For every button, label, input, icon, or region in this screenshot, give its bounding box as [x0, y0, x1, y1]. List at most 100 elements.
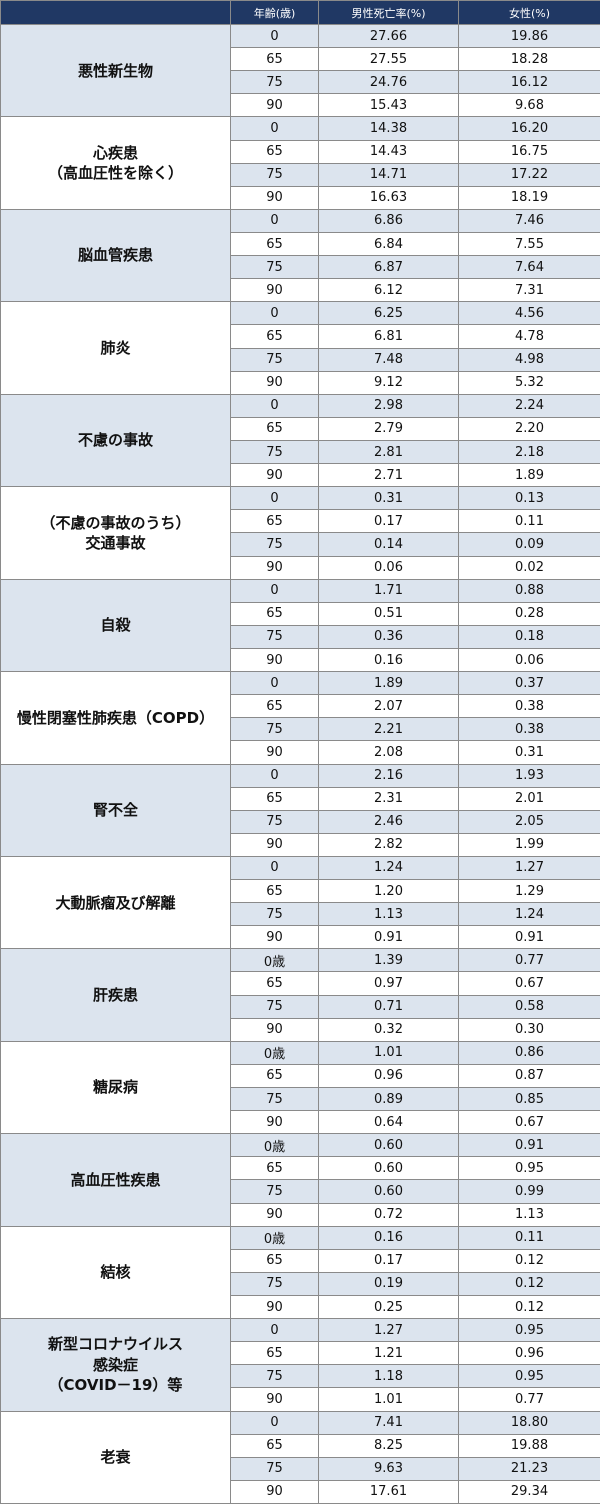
male-rate: 2.82 [319, 833, 459, 857]
female-rate: 0.77 [459, 949, 600, 973]
female-rate: 0.18 [459, 625, 600, 649]
female-rate: 0.99 [459, 1180, 600, 1204]
male-rate: 1.27 [319, 1319, 459, 1343]
male-rate: 0.31 [319, 487, 459, 511]
female-rate: 4.56 [459, 302, 600, 326]
female-rate: 21.23 [459, 1457, 600, 1481]
male-rate: 16.63 [319, 186, 459, 210]
male-rate: 0.17 [319, 1249, 459, 1273]
female-rate: 1.89 [459, 464, 600, 488]
group-label: 慢性閉塞性肺疾患（COPD） [1, 672, 231, 765]
female-rate: 0.12 [459, 1296, 600, 1320]
female-rate: 7.31 [459, 279, 600, 303]
header-cell: 男性死亡率(%) [319, 1, 459, 25]
age: 65 [231, 48, 319, 72]
age: 65 [231, 1249, 319, 1273]
male-rate: 0.89 [319, 1088, 459, 1112]
male-rate: 0.06 [319, 556, 459, 580]
female-rate: 1.29 [459, 880, 600, 904]
age: 65 [231, 140, 319, 164]
group-label: 心疾患 （高血圧性を除く） [1, 117, 231, 210]
male-rate: 0.19 [319, 1272, 459, 1297]
age: 0 [231, 1319, 319, 1343]
female-rate: 2.01 [459, 788, 600, 811]
male-rate: 14.43 [319, 140, 459, 164]
female-rate: 0.11 [459, 510, 600, 534]
male-rate: 0.36 [319, 625, 459, 649]
female-rate: 0.09 [459, 533, 600, 557]
age: 0 [231, 302, 319, 326]
age: 65 [231, 417, 319, 441]
male-rate: 2.21 [319, 718, 459, 742]
age: 0 [231, 764, 319, 788]
female-rate: 0.67 [459, 972, 600, 996]
female-rate: 0.06 [459, 649, 600, 673]
male-rate: 14.71 [319, 163, 459, 187]
group-label: 腎不全 [1, 764, 231, 857]
group-label: 脳血管疾患 [1, 209, 231, 303]
female-rate: 16.12 [459, 71, 600, 95]
age: 0歳 [231, 1226, 319, 1250]
group-label: 老衰 [1, 1411, 231, 1504]
header-cell: 女性(%) [459, 1, 600, 25]
female-rate: 0.12 [459, 1272, 600, 1297]
female-rate: 29.34 [459, 1481, 600, 1504]
age: 0歳 [231, 1041, 319, 1065]
female-rate: 0.28 [459, 603, 600, 626]
male-rate: 27.66 [319, 25, 459, 49]
age: 90 [231, 556, 319, 580]
group-label: 自殺 [1, 579, 231, 673]
female-rate: 0.86 [459, 1041, 600, 1065]
male-rate: 1.24 [319, 856, 459, 881]
male-rate: 0.25 [319, 1296, 459, 1320]
header-blank [1, 1, 231, 25]
male-rate: 1.20 [319, 880, 459, 904]
age: 0歳 [231, 1134, 319, 1158]
group-label: 不慮の事故 [1, 394, 231, 488]
male-rate: 0.14 [319, 533, 459, 557]
male-rate: 2.81 [319, 440, 459, 465]
male-rate: 0.32 [319, 1018, 459, 1042]
age: 75 [231, 1088, 319, 1112]
female-rate: 1.24 [459, 903, 600, 927]
female-rate: 0.12 [459, 1250, 600, 1273]
female-rate: 2.24 [459, 394, 600, 418]
female-rate: 0.02 [459, 557, 600, 580]
age: 0 [231, 394, 319, 418]
female-rate: 0.67 [459, 1111, 600, 1135]
female-rate: 5.32 [459, 372, 600, 395]
male-rate: 2.16 [319, 764, 459, 788]
group-label: 大動脈瘤及び解離 [1, 856, 231, 950]
male-rate: 1.01 [319, 1388, 459, 1412]
age: 65 [231, 787, 319, 811]
female-rate: 7.46 [459, 209, 600, 233]
male-rate: 0.64 [319, 1111, 459, 1135]
group-label: （不慮の事故のうち） 交通事故 [1, 487, 231, 580]
age: 0 [231, 672, 319, 696]
male-rate: 1.71 [319, 579, 459, 603]
female-rate: 2.20 [459, 418, 600, 441]
female-rate: 17.22 [459, 163, 600, 187]
age: 0歳 [231, 949, 319, 973]
group-label: 肝疾患 [1, 949, 231, 1042]
age: 90 [231, 1018, 319, 1042]
age: 65 [231, 1064, 319, 1089]
female-rate: 2.18 [459, 440, 600, 465]
group-label: 結核 [1, 1226, 231, 1320]
female-rate: 0.77 [459, 1388, 600, 1412]
age: 75 [231, 625, 319, 649]
age: 90 [231, 648, 319, 673]
age: 75 [231, 348, 319, 372]
male-rate: 9.12 [319, 371, 459, 395]
female-rate: 0.37 [459, 672, 600, 696]
male-rate: 6.84 [319, 232, 459, 257]
age: 0 [231, 25, 319, 49]
age: 90 [231, 1480, 319, 1504]
age: 65 [231, 1434, 319, 1458]
female-rate: 19.86 [459, 25, 600, 49]
male-rate: 0.16 [319, 1226, 459, 1250]
female-rate: 4.78 [459, 325, 600, 349]
female-rate: 7.64 [459, 256, 600, 280]
male-rate: 2.98 [319, 394, 459, 418]
